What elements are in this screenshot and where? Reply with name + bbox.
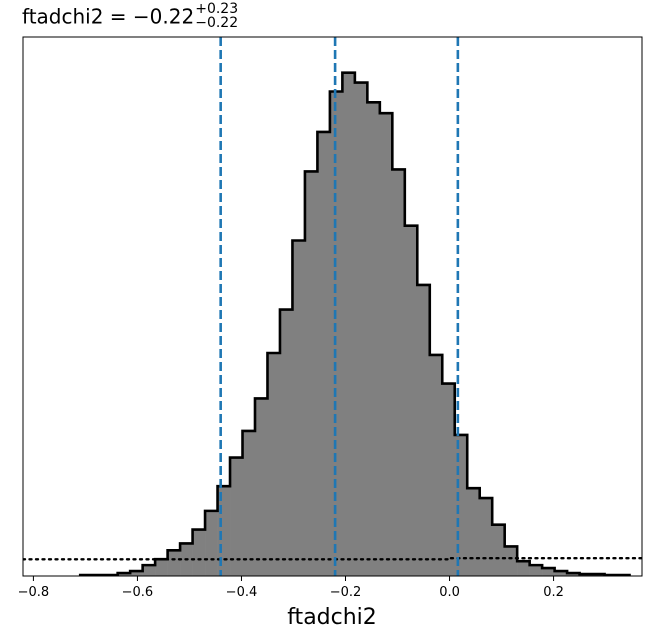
histogram-bar xyxy=(467,488,481,576)
x-axis-label: ftadchi2 xyxy=(287,605,377,630)
histogram-bar xyxy=(554,571,568,576)
histogram-bar xyxy=(392,169,406,576)
x-tick-label: 0.0 xyxy=(439,585,460,600)
plot-frame xyxy=(22,36,643,577)
histogram-bar xyxy=(155,559,168,576)
title-equals: = xyxy=(103,4,133,29)
histogram-bar xyxy=(142,565,156,576)
histogram-bar xyxy=(317,131,331,576)
histogram-bar xyxy=(292,240,306,576)
chart-title: ftadchi2 = −0.22 +0.23 −0.22 xyxy=(22,2,238,32)
histogram-bar xyxy=(230,457,243,576)
histogram-bar xyxy=(517,561,530,576)
histogram-bar xyxy=(404,225,418,576)
histogram-bar xyxy=(192,529,206,576)
histogram-outline xyxy=(78,71,631,576)
plot-area xyxy=(23,37,642,576)
histogram-bar xyxy=(379,113,393,576)
histogram-bar xyxy=(130,571,143,576)
histogram-bar xyxy=(417,284,431,576)
histogram-bar xyxy=(167,550,181,576)
histogram-bar xyxy=(242,430,256,576)
x-tick-label: −0.2 xyxy=(330,585,362,600)
histogram-bar xyxy=(279,309,293,576)
histogram-bar xyxy=(205,510,218,576)
histogram-bar xyxy=(479,498,493,576)
x-tick-label: −0.4 xyxy=(226,585,258,600)
histogram-bar xyxy=(354,82,368,576)
histogram-bar xyxy=(367,102,381,576)
histogram-bar xyxy=(304,171,318,576)
title-lower-error: −0.22 xyxy=(195,15,239,31)
histogram-bar xyxy=(342,72,356,576)
histogram-bar xyxy=(442,383,456,576)
histogram-bar xyxy=(429,354,443,576)
histogram-bar xyxy=(254,398,268,576)
histogram-bar xyxy=(267,352,281,576)
histogram-bar xyxy=(542,568,555,576)
histogram-bar xyxy=(329,91,343,576)
histogram-bar xyxy=(567,573,580,576)
histogram-bar xyxy=(117,573,131,576)
title-parameter-name: ftadchi2 xyxy=(22,4,104,29)
histogram-bar xyxy=(529,565,543,576)
x-tick-label: 0.2 xyxy=(543,585,564,600)
title-median-value: −0.22 xyxy=(132,4,195,29)
histogram-bar xyxy=(492,524,505,576)
title-uncertainty: +0.23 −0.22 xyxy=(195,2,238,30)
x-axis-ticks: −0.8 −0.6 −0.4 −0.2 0.0 0.2 xyxy=(18,576,564,600)
x-tick-label: −0.8 xyxy=(18,585,50,600)
x-tick-label: −0.6 xyxy=(122,585,154,600)
histogram-bar xyxy=(504,546,518,576)
title-upper-error: +0.23 xyxy=(195,1,239,17)
